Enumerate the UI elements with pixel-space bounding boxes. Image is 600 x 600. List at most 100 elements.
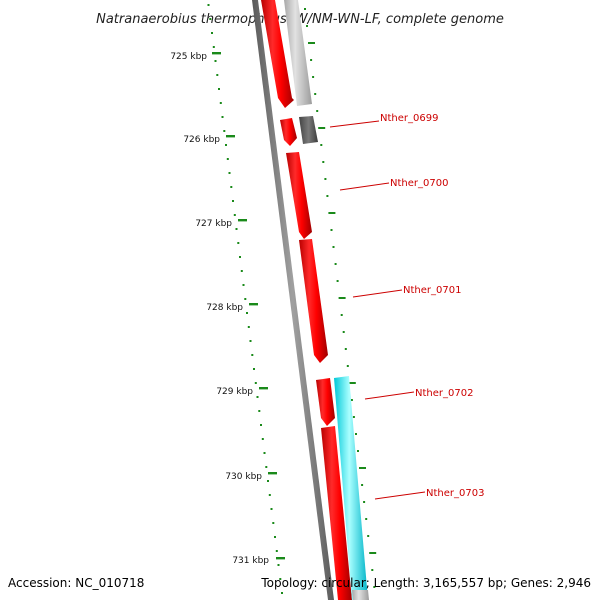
- tick-dot: [275, 550, 278, 552]
- cds-feature-nther-0701: [299, 239, 328, 363]
- outer-tick-dot: [328, 212, 336, 214]
- outer-tick-dot: [308, 42, 315, 44]
- tick-dot: [263, 452, 266, 454]
- tick-mark-728: [249, 303, 258, 306]
- outer-tick-dot: [365, 518, 368, 520]
- outer-tick-dot: [306, 25, 308, 27]
- accession-text: Accession: NC_010718: [8, 576, 144, 590]
- outer-tick-dot: [371, 569, 374, 571]
- tick-label-730: 730 kbp: [225, 472, 262, 482]
- tick-dot: [260, 424, 262, 426]
- outer-tick-dot: [355, 433, 357, 435]
- tick-dot: [223, 130, 226, 132]
- tick-dot: [207, 4, 210, 6]
- leader-nther-0701: [352, 289, 403, 298]
- tick-dot: [279, 578, 282, 580]
- tick-dot: [209, 18, 212, 20]
- tick-dot: [268, 494, 271, 496]
- outer-tick-dot: [336, 280, 339, 282]
- tick-dot: [249, 340, 252, 342]
- leader-nther-0700: [339, 182, 390, 191]
- topology-text: Topology: circular; Length: 3,165,557 bp…: [260, 576, 591, 590]
- gene-label-nther-0700[interactable]: Nther_0700: [390, 178, 448, 189]
- tick-dot: [254, 382, 257, 384]
- cds-feature-nther-0700: [286, 152, 312, 239]
- outer-tick-dot: [304, 8, 306, 10]
- outer-tick-dots: [304, 8, 377, 588]
- tick-dot: [261, 438, 264, 440]
- tick-mark-727: [238, 219, 247, 222]
- outer-tick-dot: [322, 161, 325, 163]
- outer-tick-dot: [346, 365, 349, 367]
- tick-dot: [240, 270, 243, 272]
- tick-dot: [232, 200, 234, 202]
- tick-labels: 725 kbp 726 kbp 727 kbp 728 kbp 729 kbp …: [170, 52, 285, 566]
- outer-tick-dot: [312, 76, 315, 78]
- outer-tick-dot: [361, 484, 364, 486]
- tick-mark-730: [268, 472, 277, 475]
- tick-mark-731: [276, 557, 285, 560]
- tick-label-728: 728 kbp: [206, 303, 243, 313]
- outer-tick-dot: [373, 586, 376, 588]
- tick-dot: [235, 228, 238, 230]
- tick-dot: [233, 214, 236, 216]
- outer-tick-dot: [316, 110, 319, 112]
- cds-feature-gray: [284, 0, 312, 106]
- outer-tick-dot: [363, 501, 366, 503]
- tick-dot: [253, 368, 255, 370]
- tick-dot: [258, 410, 261, 412]
- cds-feature-upstream: [261, 0, 294, 108]
- outer-tick-dot: [342, 331, 345, 333]
- outer-tick-dot: [352, 416, 355, 418]
- outer-tick-dot: [330, 229, 333, 231]
- tick-dot: [277, 564, 280, 566]
- tick-label-727: 727 kbp: [195, 219, 232, 229]
- tick-dot: [228, 172, 231, 174]
- outer-tick-dot: [357, 450, 359, 452]
- tick-label-725: 725 kbp: [170, 52, 207, 62]
- outer-tick-dot: [314, 93, 317, 95]
- tick-track: [207, 4, 377, 594]
- gene-label-nther-0703[interactable]: Nther_0703: [426, 488, 484, 499]
- genome-backbone: [252, 0, 334, 600]
- outer-tick-dot: [344, 348, 347, 350]
- tick-dot: [272, 522, 275, 524]
- gene-label-nther-0702[interactable]: Nther_0702: [415, 388, 473, 399]
- tick-dot: [244, 298, 247, 300]
- tick-dot: [226, 158, 229, 160]
- outer-tick-dot: [367, 535, 370, 537]
- cds-feature-nther-0703: [321, 426, 352, 600]
- tick-dot: [237, 242, 240, 244]
- outer-tick-dot: [332, 246, 335, 248]
- tick-dot: [242, 284, 245, 286]
- cds-feature-gray-bottom: [352, 590, 369, 600]
- tick-dots: [207, 4, 283, 594]
- tick-dot: [216, 74, 219, 76]
- gene-label-nther-0701[interactable]: Nther_0701: [403, 285, 461, 296]
- cds-feature-nther-0699: [299, 116, 318, 144]
- cds-feature-red-small: [280, 118, 297, 146]
- outer-tick-dot: [324, 178, 327, 180]
- gene-label-nther-0699[interactable]: Nther_0699: [380, 113, 438, 124]
- tick-label-731: 731 kbp: [232, 556, 269, 566]
- tick-dot: [267, 480, 269, 482]
- leader-nther-0699: [329, 120, 380, 128]
- gene-label-leaders: [329, 120, 426, 500]
- tick-dot: [270, 508, 273, 510]
- tick-dot: [230, 186, 233, 188]
- outer-tick-dot: [340, 314, 343, 316]
- tick-label-729: 729 kbp: [216, 387, 253, 397]
- leader-nther-0703: [374, 491, 426, 500]
- tick-dot: [219, 102, 222, 104]
- tick-label-726: 726 kbp: [183, 135, 220, 145]
- tick-mark-725: [212, 52, 221, 55]
- cds-track: [261, 0, 369, 600]
- tick-dot: [212, 46, 215, 48]
- tick-dot: [218, 88, 220, 90]
- outer-tick-dot: [369, 552, 377, 554]
- tick-dot: [225, 144, 227, 146]
- tick-dot: [265, 466, 268, 468]
- leader-nther-0702: [364, 391, 415, 400]
- outer-tick-dot: [320, 144, 323, 146]
